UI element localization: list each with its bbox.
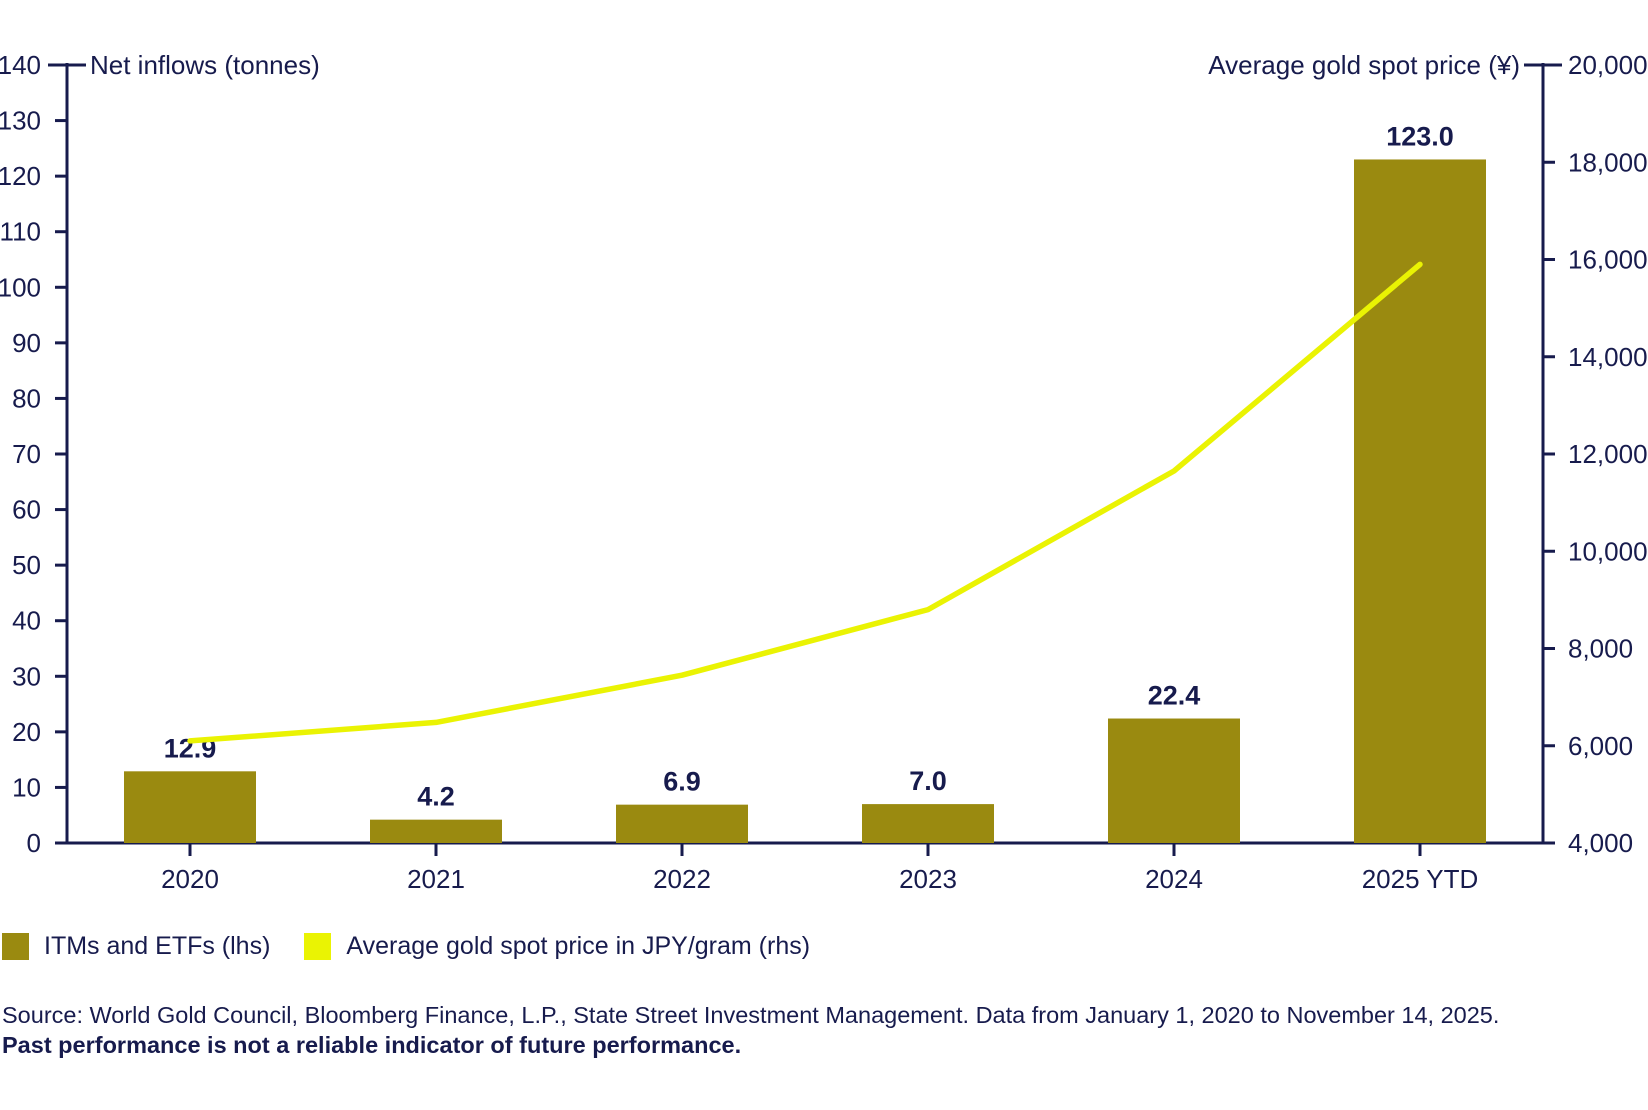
bar-2023	[862, 804, 994, 843]
x-axis-label: 2021	[407, 864, 465, 894]
legend-swatch-line-icon	[304, 933, 332, 960]
lhs-tick-label: 70	[12, 439, 41, 469]
x-axis-label: 2022	[653, 864, 711, 894]
legend-label-bars: ITMs and ETFs (lhs)	[44, 932, 271, 960]
bar-2024	[1108, 718, 1240, 843]
lhs-tick-label: 110	[0, 217, 41, 247]
lhs-tick-label: 100	[0, 272, 41, 302]
lhs-tick-label: 60	[12, 495, 41, 525]
combo-chart: 0 10 20 30 40 50 60 70 80 90 100 110 120 130 140 4,000 6…	[0, 50, 1648, 894]
bar-value-label: 6.9	[663, 767, 701, 797]
lhs-tick-label: 90	[12, 328, 41, 358]
lhs-tick-label: 140	[0, 50, 41, 80]
bar-value-label: 22.4	[1148, 681, 1201, 711]
legend-label-line: Average gold spot price in JPY/gram (rhs…	[346, 932, 811, 960]
legend-item-bars: ITMs and ETFs (lhs)	[2, 932, 270, 961]
legend-item-line: Average gold spot price in JPY/gram (rhs…	[304, 932, 810, 961]
rhs-tick-label: 20,000	[1568, 50, 1648, 80]
x-axis-label: 2024	[1145, 864, 1203, 894]
lhs-tick-label: 0	[27, 828, 41, 858]
chart-legend: ITMs and ETFs (lhs) Average gold spot pr…	[2, 932, 810, 961]
chart-footer: Source: World Gold Council, Bloomberg Fi…	[2, 1000, 1602, 1060]
rhs-tick-label: 8,000	[1568, 634, 1633, 664]
bar-value-label: 4.2	[417, 782, 455, 812]
rhs-tick-label: 12,000	[1568, 439, 1648, 469]
rhs-tick-label: 14,000	[1568, 342, 1648, 372]
x-axis-label: 2020	[161, 864, 219, 894]
bar-2025-ytd	[1354, 159, 1486, 843]
x-axis-label: 2025 YTD	[1362, 864, 1479, 894]
bar-2021	[370, 819, 502, 843]
lhs-tick-label: 10	[12, 772, 41, 802]
lhs-tick-label: 40	[12, 606, 41, 636]
rhs-tick-label: 10,000	[1568, 536, 1648, 566]
rhs-axis-title: Average gold spot price (¥)	[1208, 50, 1520, 80]
rhs-tick-label: 4,000	[1568, 828, 1633, 858]
rhs-tick-label: 6,000	[1568, 731, 1633, 761]
rhs-tick-label: 16,000	[1568, 245, 1648, 275]
lhs-tick-label: 120	[0, 161, 41, 191]
gold-price-line	[187, 261, 1423, 744]
lhs-tick-label: 80	[12, 383, 41, 413]
lhs-tick-label: 130	[0, 106, 41, 136]
disclaimer-text: Past performance is not a reliable indic…	[2, 1032, 742, 1058]
bar-value-label: 7.0	[909, 766, 947, 796]
lhs-axis-title: Net inflows (tonnes)	[90, 50, 320, 80]
bar-value-label: 123.0	[1386, 121, 1454, 151]
lhs-tick-label: 50	[12, 550, 41, 580]
legend-swatch-bars-icon	[2, 933, 29, 960]
lhs-tick-label: 30	[12, 661, 41, 691]
source-text: Source: World Gold Council, Bloomberg Fi…	[2, 1002, 1500, 1028]
bar-2020	[124, 771, 256, 843]
bar-2022	[616, 804, 748, 843]
lhs-tick-label: 20	[12, 717, 41, 747]
x-axis-label: 2023	[899, 864, 957, 894]
rhs-tick-label: 18,000	[1568, 147, 1648, 177]
